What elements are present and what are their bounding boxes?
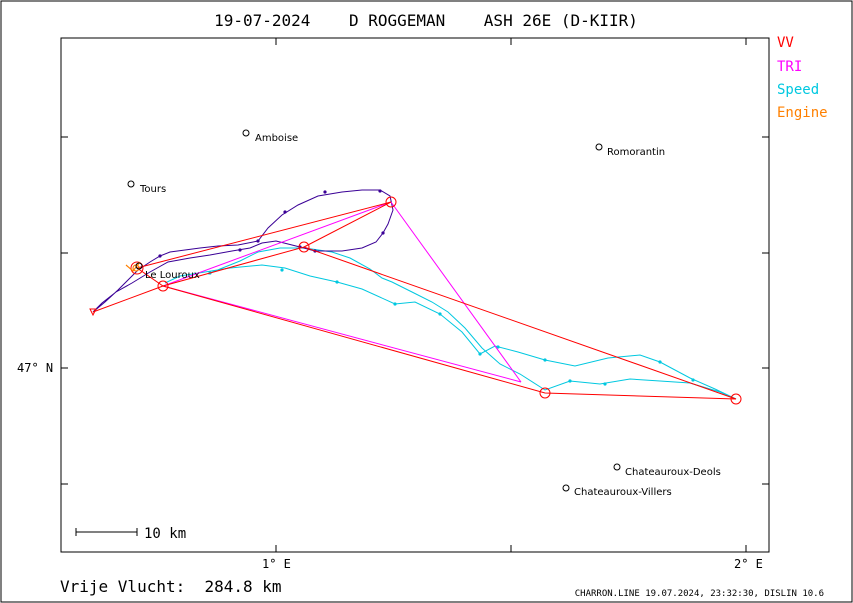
legend-vv: VV <box>777 35 794 51</box>
lat-label-47n: 47° N <box>17 361 53 375</box>
turnpoint-3 <box>385 196 397 208</box>
lon-label-2e: 2° E <box>734 557 763 571</box>
finish-marker <box>89 308 97 317</box>
town-marker-le-louroux <box>135 262 143 270</box>
vv-route <box>92 201 737 400</box>
turnpoint-2 <box>298 241 310 253</box>
legend: VV TRI Speed Engine <box>777 35 828 121</box>
town-marker-romorantin <box>595 143 603 151</box>
legend-engine: Engine <box>777 105 828 121</box>
turnpoint-5 <box>730 393 742 405</box>
town-marker-chateauroux-villers <box>562 484 570 492</box>
town-marker-tours <box>127 180 135 188</box>
axis-ticks <box>61 38 769 552</box>
tri-route <box>162 201 522 383</box>
climb-track-points <box>158 189 385 258</box>
town-marker-amboise <box>242 129 250 137</box>
turnpoint-4 <box>539 387 551 399</box>
turnpoint-1 <box>157 280 169 292</box>
town-marker-chateauroux-deols <box>613 463 621 471</box>
speed-track <box>164 247 737 400</box>
legend-tri: TRI <box>777 59 802 75</box>
town-label-tours: Tours <box>139 184 166 195</box>
speed-track-points <box>208 268 695 386</box>
town-label-amboise: Amboise <box>255 133 298 144</box>
climb-track <box>92 189 394 313</box>
turnpoint-markers <box>130 196 742 405</box>
start-point <box>130 261 144 275</box>
towns <box>127 129 621 492</box>
map-frame <box>60 37 770 553</box>
lon-label-1e: 1° E <box>262 557 291 571</box>
town-label-chateauroux-deols: Chateauroux-Deols <box>625 467 721 478</box>
scale-bar <box>75 528 138 536</box>
software-credit: CHARRON.LINE 19.07.2024, 23:32:30, DISLI… <box>575 589 824 599</box>
town-label-romorantin: Romorantin <box>607 147 665 158</box>
legend-speed: Speed <box>777 82 819 98</box>
scale-bar-label: 10 km <box>144 526 186 542</box>
map-title: 19-07-2024 D ROGGEMAN ASH 26E (D-KIIR) <box>214 11 638 30</box>
town-label-chateauroux-villers: Chateauroux-Villers <box>574 487 672 498</box>
free-flight-distance: Vrije Vlucht: 284.8 km <box>60 577 282 596</box>
town-label-le-louroux: Le Louroux <box>145 270 200 281</box>
